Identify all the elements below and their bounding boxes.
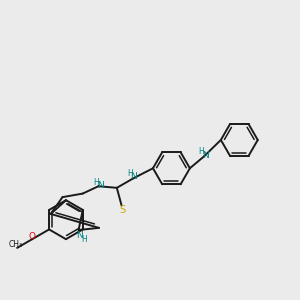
Text: H: H: [198, 147, 204, 156]
Text: N: N: [202, 151, 208, 160]
Text: H: H: [81, 235, 87, 244]
Text: CH₃: CH₃: [9, 240, 23, 249]
Text: N: N: [130, 172, 137, 181]
Text: N: N: [97, 181, 104, 190]
Text: H: H: [94, 178, 99, 187]
Text: H: H: [127, 169, 133, 178]
Text: S: S: [120, 205, 126, 215]
Text: N: N: [76, 231, 83, 240]
Text: O: O: [29, 232, 36, 241]
